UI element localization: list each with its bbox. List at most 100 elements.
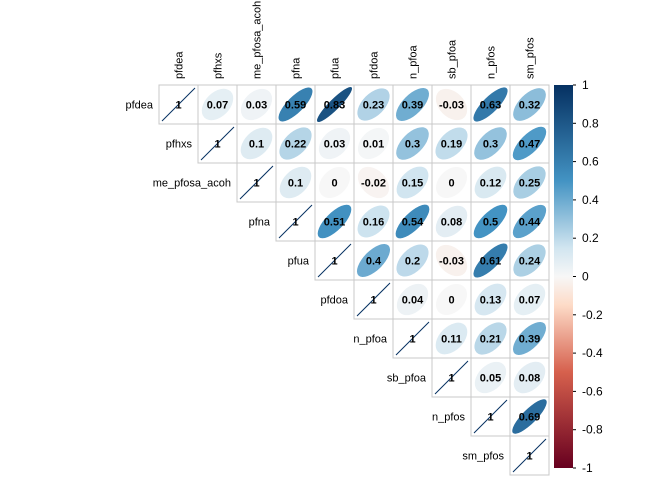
cell-pfdea-sm_pfos: 0.32 <box>509 84 550 125</box>
colorbar-tick-label: -1 <box>582 461 593 475</box>
cell-n_pfoa-n_pfoa: 1 <box>392 318 433 359</box>
coefficient-label: 0.07 <box>207 100 228 112</box>
coefficient-label: 0.5 <box>483 217 498 229</box>
coefficient-label: -0.02 <box>361 178 386 190</box>
coefficient-label: 0.21 <box>480 334 501 346</box>
cell-me_pfosa_acoh-me_pfosa_acoh: 1 <box>236 162 277 203</box>
coefficient-label: 0.44 <box>519 217 541 229</box>
coefficient-label: 0.03 <box>246 100 267 112</box>
cell-pfdea-n_pfoa: 0.39 <box>392 84 433 125</box>
correlation-ellipse <box>513 361 546 394</box>
coefficient-label: 0.1 <box>288 178 303 190</box>
cell-pfhxs-n_pfoa: 0.3 <box>392 123 433 164</box>
coefficient-label: 1 <box>175 100 181 112</box>
coefficient-label: 0.63 <box>480 100 501 112</box>
colorbar-tick-label: 0.4 <box>582 193 599 207</box>
coefficient-label: 0 <box>448 178 454 190</box>
coefficient-label: 0.22 <box>285 139 306 151</box>
correlation-ellipse <box>473 243 508 278</box>
correlation-cells: 1 0.07 0.03 0.59 0.83 0.23 0.39 -0.03 0.63 0.32 1 0… <box>158 84 550 476</box>
cell-pfua-sm_pfos: 0.24 <box>509 240 550 281</box>
correlation-ellipse <box>201 88 234 121</box>
coefficient-label: 1 <box>409 334 415 346</box>
coefficient-label: 0.08 <box>441 217 462 229</box>
correlation-ellipse <box>396 283 429 316</box>
coefficient-label: 0.08 <box>519 373 540 385</box>
correlation-ellipse <box>435 283 468 316</box>
column-label-pfhxs: pfhxs <box>213 52 225 79</box>
cell-pfdea-pfdea: 1 <box>158 84 199 125</box>
coefficient-label: 1 <box>214 139 220 151</box>
correlation-ellipse <box>435 322 468 355</box>
correlation-ellipse <box>474 283 507 316</box>
coefficient-label: 0.01 <box>363 139 384 151</box>
diagonal-line <box>395 321 430 356</box>
cell-me_pfosa_acoh-pfna: 0.1 <box>275 162 316 203</box>
correlation-ellipse <box>318 166 351 199</box>
cell-pfdea-pfna: 0.59 <box>275 84 316 125</box>
coefficient-label: 0.07 <box>519 295 540 307</box>
coefficient-label: 0.19 <box>441 139 462 151</box>
cell-sb_pfoa-sb_pfoa: 1 <box>431 357 472 398</box>
correlation-ellipse <box>317 204 352 239</box>
row-label-sb_pfoa: sb_pfoa <box>387 373 427 385</box>
correlation-ellipse <box>474 166 507 199</box>
correlation-ellipse <box>240 88 273 121</box>
cell-pfdoa-n_pfos: 0.13 <box>470 279 511 320</box>
coefficient-label: 0.61 <box>480 256 501 268</box>
cell-pfdea-pfdoa: 0.23 <box>353 84 394 125</box>
coefficient-label: 0.24 <box>519 256 541 268</box>
coefficient-label: 1 <box>253 178 259 190</box>
coefficient-label: 0.51 <box>324 217 345 229</box>
column-label-pfdea: pfdea <box>174 51 186 79</box>
coefficient-label: 0.39 <box>402 100 423 112</box>
colorbar-gradient <box>554 85 573 468</box>
coefficient-label: 0.4 <box>366 256 382 268</box>
coefficient-label: 1 <box>487 412 493 424</box>
colorbar: -1 -0.8 -0.6 -0.4 -0.2 0 0.2 0.4 0.6 0.8 1 <box>554 78 603 475</box>
coefficient-label: -0.03 <box>439 100 464 112</box>
correlation-ellipse <box>435 205 468 238</box>
column-labels: pfdea pfhxs me_pfosa_acoh pfna pfua pfdoa n_pf… <box>174 1 537 79</box>
diagonal-line <box>200 126 235 161</box>
coefficient-label: 1 <box>331 256 337 268</box>
colorbar-tick-label: 1 <box>582 78 589 92</box>
correlation-ellipse <box>473 204 508 239</box>
row-label-pfna: pfna <box>249 217 271 229</box>
correlation-ellipse <box>396 166 429 199</box>
correlation-ellipse <box>396 244 429 277</box>
cell-pfua-pfua: 1 <box>314 240 355 281</box>
coefficient-label: 0.32 <box>519 100 540 112</box>
column-label-me_pfosa_acoh: me_pfosa_acoh <box>252 1 264 79</box>
colorbar-tick-label: 0.8 <box>582 116 599 130</box>
row-label-sm_pfos: sm_pfos <box>462 451 504 463</box>
diagonal-line <box>356 282 391 317</box>
coefficient-label: 1 <box>370 295 376 307</box>
cell-pfhxs-sb_pfoa: 0.19 <box>431 123 472 164</box>
coefficient-label: 0 <box>331 178 337 190</box>
cell-pfna-sb_pfoa: 0.08 <box>431 201 472 242</box>
colorbar-tick-label: -0.2 <box>582 308 603 322</box>
cell-n_pfoa-n_pfos: 0.21 <box>470 318 511 359</box>
correlation-ellipse <box>357 127 390 160</box>
cell-pfhxs-n_pfos: 0.3 <box>470 123 511 164</box>
row-label-pfhxs: pfhxs <box>166 139 193 151</box>
column-label-pfua: pfua <box>330 57 342 79</box>
coefficient-label: 0.23 <box>363 100 384 112</box>
colorbar-tick-label: -0.4 <box>582 346 603 360</box>
coefficient-label: 0 <box>448 295 454 307</box>
diagonal-line <box>239 165 274 200</box>
diagonal-line <box>317 243 352 278</box>
cell-sb_pfoa-sm_pfos: 0.08 <box>509 357 550 398</box>
coefficient-label: 0.3 <box>405 139 420 151</box>
correlation-ellipse <box>512 204 547 239</box>
correlation-ellipse <box>435 244 468 277</box>
coefficient-label: 1 <box>292 217 298 229</box>
row-label-pfdoa: pfdoa <box>320 295 348 307</box>
cell-pfna-sm_pfos: 0.44 <box>509 201 550 242</box>
cell-pfua-n_pfos: 0.61 <box>470 240 511 281</box>
coefficient-label: 0.1 <box>249 139 264 151</box>
colorbar-tick-label: 0.2 <box>582 231 599 245</box>
correlation-ellipse <box>513 283 546 316</box>
